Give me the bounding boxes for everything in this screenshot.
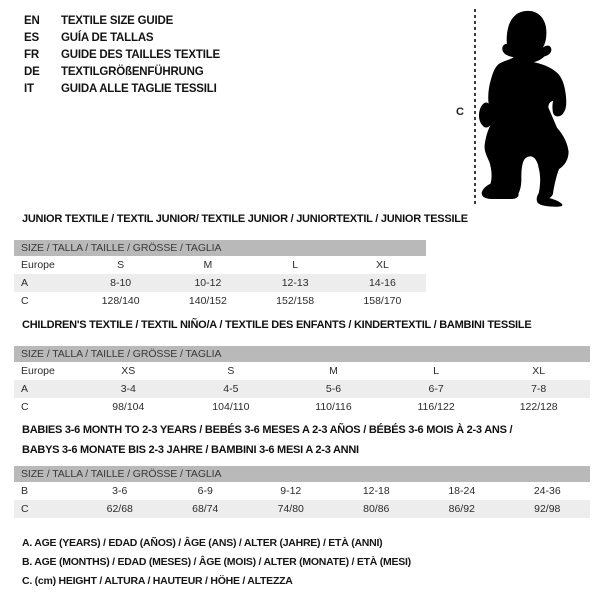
row-value: 12-18 [362, 485, 390, 497]
row-value: XL [375, 259, 389, 271]
row-value: 12-13 [281, 277, 309, 289]
row-label: Europe [21, 365, 55, 377]
table-title-line: BABYS 3-6 MONATE BIS 2-3 JAHRE / BAMBINI… [22, 444, 359, 456]
baby-toddler-silhouette-icon [478, 10, 569, 207]
language-row: EN TEXTILE SIZE GUIDE [24, 13, 220, 30]
row-label: C [21, 295, 29, 307]
language-code: EN [24, 15, 40, 27]
row-value: 158/170 [363, 295, 402, 307]
size-table-section: JUNIOR TEXTILE / TEXTIL JUNIOR/ TEXTILE … [14, 212, 468, 310]
language-code: DE [24, 66, 40, 78]
row-value: 4-5 [223, 383, 239, 395]
row-value: 62/68 [106, 503, 133, 515]
table-size-header: SIZE / TALLA / TAILLE / GRÖSSE / TAGLIA [14, 466, 590, 482]
language-code: ES [24, 32, 39, 44]
table-row: B 3-6 6-9 9-12 12-18 18-24 24-36 [14, 482, 590, 500]
row-label: B [21, 485, 29, 497]
row-value: L [292, 259, 299, 271]
row-value: 5-6 [325, 383, 342, 395]
row-value: 18-24 [448, 485, 476, 497]
table-title: CHILDREN'S TEXTILE / TEXTIL NIÑO/A / TEX… [14, 318, 590, 332]
language-row: FR GUIDE DES TAILLES TEXTILE [24, 47, 220, 64]
table-title-line: JUNIOR TEXTILE / TEXTIL JUNIOR/ TEXTILE … [22, 213, 468, 225]
height-measure-line [474, 9, 476, 205]
row-label: A [21, 383, 29, 395]
table-size-header: SIZE / TALLA / TAILLE / GRÖSSE / TAGLIA [14, 346, 590, 362]
table-title-line: CHILDREN'S TEXTILE / TEXTIL NIÑO/A / TEX… [22, 319, 532, 331]
row-value: 110/116 [315, 401, 352, 413]
row-value: M [329, 365, 338, 377]
row-value: 8-10 [110, 277, 132, 289]
language-code: IT [24, 83, 34, 95]
row-value: XL [532, 365, 546, 377]
row-value: 122/128 [519, 401, 558, 413]
row-label: C [21, 401, 29, 413]
table-row: Europe XS S M L XL [14, 362, 590, 380]
legend-line: A. AGE (YEARS) / EDAD (AÑOS) / ÂGE (ANS)… [22, 537, 383, 549]
row-value: 24-36 [533, 485, 561, 497]
row-value: 104/110 [212, 401, 250, 413]
table-size-header: SIZE / TALLA / TAILLE / GRÖSSE / TAGLIA [14, 240, 426, 256]
language-label: TEXTILGRÖßENFÜHRUNG [61, 66, 204, 78]
row-value: 6-9 [197, 485, 213, 497]
row-value: 116/122 [417, 401, 455, 413]
row-label: Europe [21, 259, 55, 271]
row-value: XS [121, 365, 136, 377]
table-title: JUNIOR TEXTILE / TEXTIL JUNIOR/ TEXTILE … [14, 212, 468, 226]
row-value: S [227, 365, 235, 377]
height-measure-label: C [456, 106, 464, 118]
row-value: 3-6 [112, 485, 128, 497]
table-row: C 128/140 140/152 152/158 158/170 [14, 292, 426, 310]
legend-line: B. AGE (MONTHS) / EDAD (MESES) / ÂGE (MO… [22, 556, 411, 568]
language-header: EN TEXTILE SIZE GUIDE ES GUÍA DE TALLAS FR GU… [24, 13, 220, 98]
row-value: S [117, 259, 125, 271]
row-value: M [203, 259, 213, 271]
row-value: 9-12 [280, 485, 302, 497]
row-value: 10-12 [194, 277, 222, 289]
row-label: A [21, 277, 29, 289]
language-label: TEXTILE SIZE GUIDE [61, 15, 174, 27]
legend-line: C. (cm) HEIGHT / ALTURA / HAUTEUR / HÖHE… [22, 575, 293, 587]
row-value: 6-7 [428, 383, 444, 395]
language-row: IT GUIDA ALLE TAGLIE TESSILI [24, 81, 220, 98]
row-value: 152/158 [276, 295, 315, 307]
table-row: C 62/68 68/74 74/80 80/86 86/92 92/98 [14, 500, 590, 518]
row-value: 80/86 [363, 503, 390, 515]
table-row: C 98/104 104/110 110/116 116/122 122/128 [14, 398, 590, 416]
row-value: 140/152 [188, 295, 227, 307]
row-value: 3-4 [120, 383, 136, 395]
language-row: ES GUÍA DE TALLAS [24, 30, 220, 47]
language-label: GUÍA DE TALLAS [61, 32, 154, 44]
row-value: L [433, 365, 439, 377]
size-table-section: BABIES 3-6 MONTH TO 2-3 YEARS / BEBÉS 3-… [14, 420, 590, 518]
row-value: 86/92 [448, 503, 475, 515]
language-label: GUIDE DES TAILLES TEXTILE [61, 49, 220, 61]
row-value: 98/104 [112, 401, 145, 413]
legend: A. AGE (YEARS) / EDAD (AÑOS) / ÂGE (ANS)… [22, 534, 411, 591]
language-row: DE TEXTILGRÖßENFÜHRUNG [24, 64, 220, 81]
row-value: 7-8 [531, 383, 547, 395]
row-label: C [21, 503, 29, 515]
table-row: A 3-4 4-5 5-6 6-7 7-8 [14, 380, 590, 398]
table-row: Europe S M L XL [14, 256, 426, 274]
row-value: 68/74 [192, 503, 219, 515]
table-row: A 8-10 10-12 12-13 14-16 [14, 274, 426, 292]
row-value: 74/80 [277, 503, 304, 515]
row-value: 14-16 [368, 277, 396, 289]
language-label: GUIDA ALLE TAGLIE TESSILI [61, 83, 217, 95]
size-table-section: CHILDREN'S TEXTILE / TEXTIL NIÑO/A / TEX… [14, 318, 590, 416]
table-title: BABIES 3-6 MONTH TO 2-3 YEARS / BEBÉS 3-… [14, 420, 590, 460]
language-code: FR [24, 49, 39, 61]
table-title-line: BABIES 3-6 MONTH TO 2-3 YEARS / BEBÉS 3-… [22, 424, 513, 436]
row-value: 128/140 [101, 295, 140, 307]
row-value: 92/98 [534, 503, 561, 515]
